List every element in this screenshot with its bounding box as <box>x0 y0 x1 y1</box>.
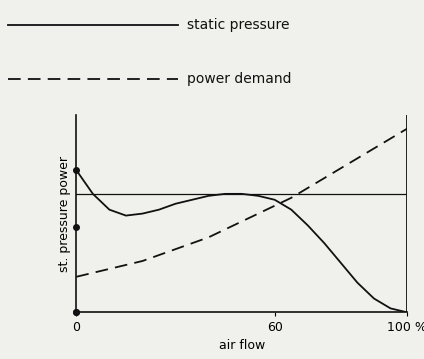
X-axis label: air flow: air flow <box>218 339 265 351</box>
Y-axis label: st. pressure power: st. pressure power <box>58 155 71 272</box>
Text: power demand: power demand <box>187 72 291 86</box>
Text: static pressure: static pressure <box>187 18 289 32</box>
